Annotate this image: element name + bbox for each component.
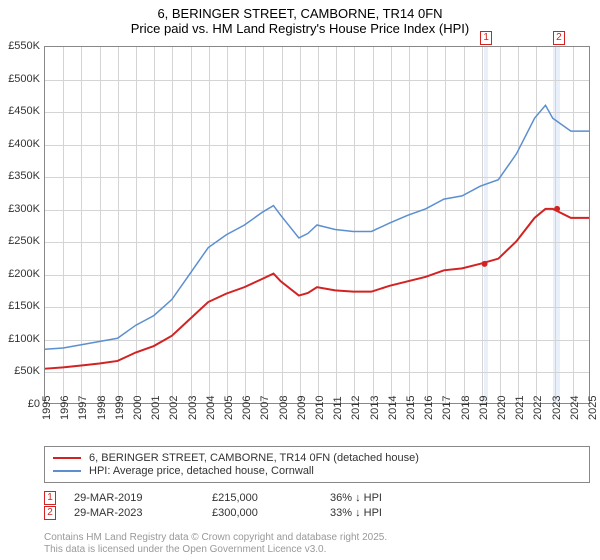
x-axis-label: 2012 xyxy=(350,396,362,420)
x-axis-label: 2013 xyxy=(369,396,381,420)
x-axis-label: 2023 xyxy=(551,396,563,420)
x-axis-label: 2015 xyxy=(405,396,417,420)
footer-line: Contains HM Land Registry data © Crown c… xyxy=(44,532,387,544)
y-axis-label: £150K xyxy=(0,300,40,312)
title-subtitle: Price paid vs. HM Land Registry's House … xyxy=(0,21,600,36)
x-axis-label: 2019 xyxy=(478,396,490,420)
title-block: 6, BERINGER STREET, CAMBORNE, TR14 0FN P… xyxy=(0,0,600,36)
plot-area: 12 xyxy=(44,46,590,404)
sale-diff: 33% ↓ HPI xyxy=(330,507,450,519)
y-axis-label: £350K xyxy=(0,170,40,182)
x-axis-label: 2025 xyxy=(587,396,599,420)
legend-swatch xyxy=(53,470,81,472)
x-axis-label: 2010 xyxy=(314,396,326,420)
sales-table: 1 29-MAR-2019 £215,000 36% ↓ HPI 2 29-MAR-202… xyxy=(44,490,590,521)
y-axis-label: £250K xyxy=(0,235,40,247)
sale-row: 2 29-MAR-2023 £300,000 33% ↓ HPI xyxy=(44,506,590,520)
x-axis-label: 2007 xyxy=(259,396,271,420)
sale-marker: 1 xyxy=(480,31,492,45)
x-axis-label: 2011 xyxy=(332,396,344,420)
x-axis-label: 2003 xyxy=(187,396,199,420)
series-price-paid xyxy=(45,209,589,369)
series-svg xyxy=(45,47,589,403)
sale-row: 1 29-MAR-2019 £215,000 36% ↓ HPI xyxy=(44,491,590,505)
y-axis-label: £400K xyxy=(0,138,40,150)
x-axis-label: 1999 xyxy=(114,396,126,420)
x-axis-label: 1995 xyxy=(41,396,53,420)
x-axis-label: 2002 xyxy=(168,396,180,420)
sale-date: 29-MAR-2019 xyxy=(74,492,194,504)
x-axis-label: 2008 xyxy=(278,396,290,420)
legend-row-hpi: HPI: Average price, detached house, Corn… xyxy=(53,465,581,477)
x-axis-label: 2014 xyxy=(387,396,399,420)
x-axis-label: 1996 xyxy=(59,396,71,420)
chart-container: 6, BERINGER STREET, CAMBORNE, TR14 0FN P… xyxy=(0,0,600,560)
y-axis-label: £500K xyxy=(0,73,40,85)
sale-price: £300,000 xyxy=(212,507,312,519)
y-axis-label: £550K xyxy=(0,40,40,52)
y-axis-label: £50K xyxy=(0,365,40,377)
y-axis-label: £300K xyxy=(0,203,40,215)
y-axis-label: £200K xyxy=(0,268,40,280)
sale-diff: 36% ↓ HPI xyxy=(330,492,450,504)
legend-swatch xyxy=(53,457,81,459)
title-address: 6, BERINGER STREET, CAMBORNE, TR14 0FN xyxy=(0,6,600,21)
x-axis-label: 2009 xyxy=(296,396,308,420)
x-axis-label: 2017 xyxy=(441,396,453,420)
x-axis-label: 2005 xyxy=(223,396,235,420)
x-axis-label: 2022 xyxy=(532,396,544,420)
x-axis-label: 1998 xyxy=(96,396,108,420)
legend-row-price-paid: 6, BERINGER STREET, CAMBORNE, TR14 0FN (… xyxy=(53,452,581,464)
footer-attribution: Contains HM Land Registry data © Crown c… xyxy=(44,532,387,556)
x-axis-label: 2021 xyxy=(514,396,526,420)
sale-dot xyxy=(554,206,560,212)
sale-price: £215,000 xyxy=(212,492,312,504)
sale-date: 29-MAR-2023 xyxy=(74,507,194,519)
legend: 6, BERINGER STREET, CAMBORNE, TR14 0FN (… xyxy=(44,446,590,483)
y-axis-label: £0 xyxy=(0,398,40,410)
x-axis-label: 1997 xyxy=(77,396,89,420)
x-axis-label: 2006 xyxy=(241,396,253,420)
y-axis-label: £450K xyxy=(0,105,40,117)
x-axis-label: 2004 xyxy=(205,396,217,420)
sale-dot xyxy=(482,261,488,267)
x-axis-label: 2001 xyxy=(150,396,162,420)
x-axis-label: 2020 xyxy=(496,396,508,420)
legend-label: 6, BERINGER STREET, CAMBORNE, TR14 0FN (… xyxy=(89,452,419,464)
x-axis-label: 2024 xyxy=(569,396,581,420)
sale-marker: 2 xyxy=(553,31,565,45)
legend-label: HPI: Average price, detached house, Corn… xyxy=(89,465,314,477)
y-axis-label: £100K xyxy=(0,333,40,345)
x-axis-label: 2016 xyxy=(423,396,435,420)
x-axis-label: 2000 xyxy=(132,396,144,420)
footer-line: This data is licensed under the Open Gov… xyxy=(44,544,387,556)
series-hpi xyxy=(45,105,589,349)
sale-row-marker: 1 xyxy=(44,491,56,505)
x-axis-label: 2018 xyxy=(460,396,472,420)
sale-row-marker: 2 xyxy=(44,506,56,520)
